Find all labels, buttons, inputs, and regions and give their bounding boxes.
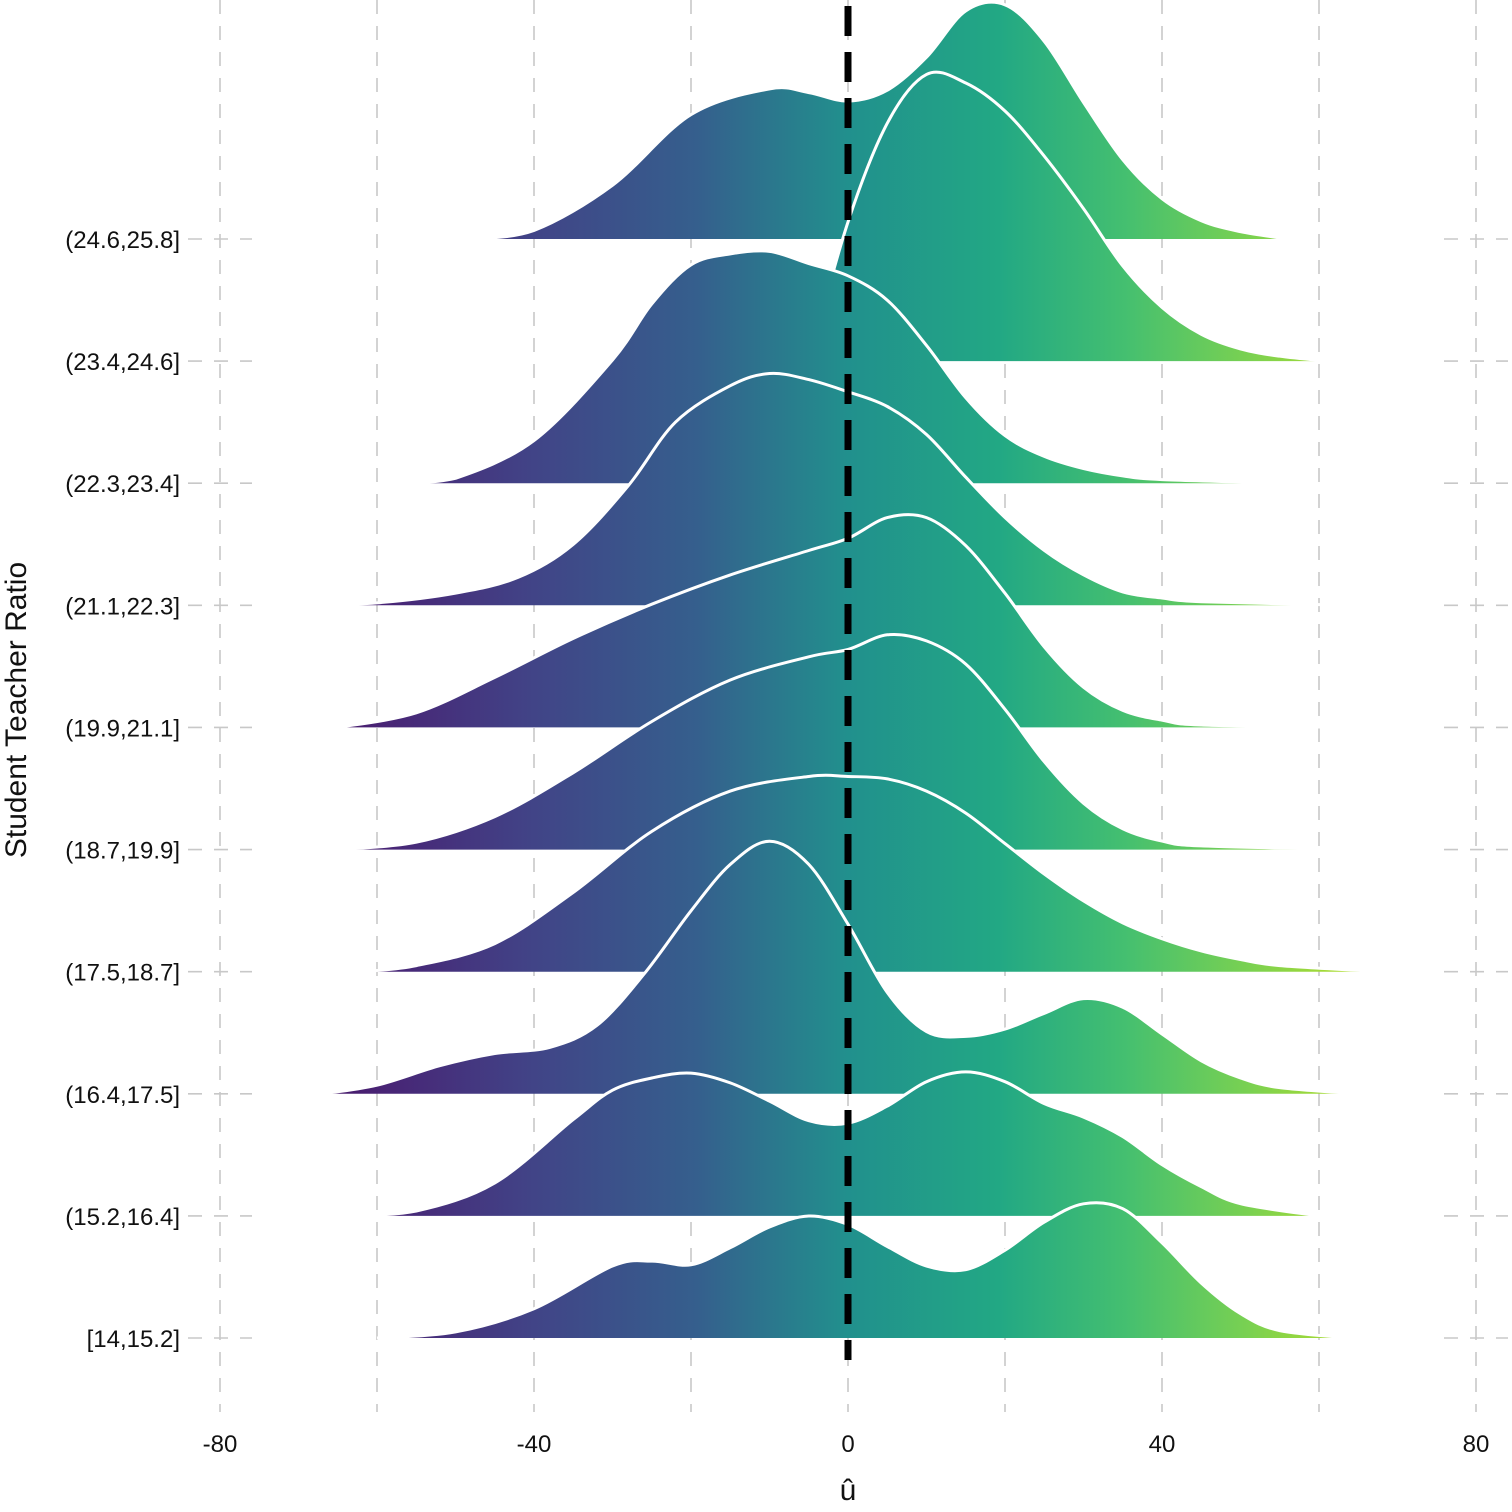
- y-axis: [14,15.2] (15.2,16.4] (16.4,17.5] (17.5,18.…: [65, 227, 180, 1353]
- ridges: [314, 0, 1382, 1340]
- ridge-1: [345, 1070, 1320, 1218]
- ridge-outline: [361, 773, 1382, 974]
- ridge-2: [321, 839, 1359, 1096]
- ridge-fill: [361, 775, 1382, 972]
- y-tick-label: (17.5,18.7]: [65, 960, 180, 987]
- ridge-outline: [321, 839, 1359, 1096]
- ridge-fill: [314, 373, 1351, 606]
- ridge-7: [408, 249, 1288, 485]
- ridge-0: [376, 1201, 1351, 1340]
- ridge-outline: [807, 70, 1327, 363]
- ridge-outline: [345, 1070, 1320, 1218]
- x-axis-title: û: [840, 1474, 857, 1507]
- y-axis-title: Student Teacher Ratio: [0, 562, 33, 858]
- ridge-4: [337, 632, 1351, 852]
- ridge-5: [337, 513, 1351, 729]
- ridge-8: [807, 70, 1327, 363]
- ridge-outline: [408, 249, 1288, 485]
- y-tick-label: (19.9,21.1]: [65, 715, 180, 742]
- x-tick-label: -80: [203, 1431, 238, 1458]
- ridge-fill: [808, 72, 1327, 362]
- ridge-fill: [337, 514, 1351, 728]
- ridge-fill: [322, 841, 1359, 1094]
- ridge-outline: [337, 513, 1351, 729]
- y-tick-label: (15.2,16.4]: [65, 1204, 180, 1231]
- y-tick-label: [14,15.2]: [87, 1326, 180, 1353]
- y-tick-label: (23.4,24.6]: [65, 349, 180, 376]
- ridge-fill: [471, 2, 1288, 239]
- y-tick-label: (18.7,19.9]: [65, 838, 180, 865]
- y-tick-label: (24.6,25.8]: [65, 227, 180, 254]
- ridge-outline: [337, 632, 1351, 852]
- x-axis: -80 -40 0 40 80: [203, 1431, 1490, 1458]
- ridge-9: [471, 0, 1288, 241]
- x-tick-label: 40: [1149, 1431, 1176, 1458]
- y-tick-label: (21.1,22.3]: [65, 593, 180, 620]
- ridge-fill: [337, 634, 1351, 850]
- x-tick-label: 0: [841, 1431, 854, 1458]
- ridge-3: [361, 773, 1382, 974]
- x-tick-label: -40: [517, 1431, 552, 1458]
- ridge-outline: [471, 0, 1288, 241]
- x-tick-label: 80: [1463, 1431, 1490, 1458]
- ridge-fill: [408, 250, 1288, 484]
- ridge-outline: [376, 1201, 1351, 1340]
- y-tick-label: (16.4,17.5]: [65, 1082, 180, 1109]
- ridge-fill: [377, 1202, 1351, 1338]
- y-tick-label: (22.3,23.4]: [65, 471, 180, 498]
